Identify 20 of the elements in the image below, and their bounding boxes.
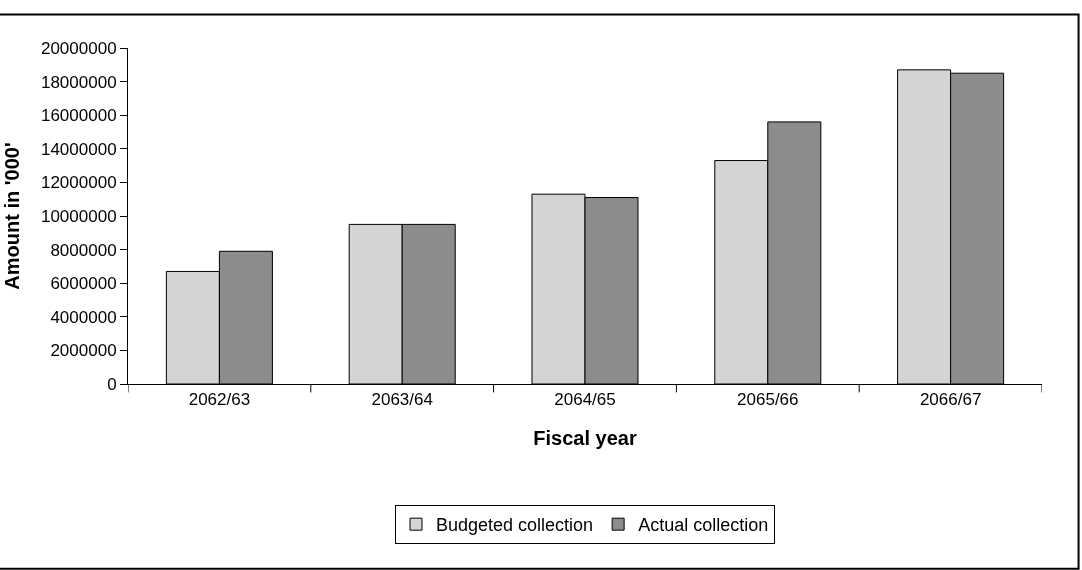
y-tick-label: 14000000 xyxy=(40,139,117,159)
x-tick-label: 2066/67 xyxy=(919,390,982,410)
y-tick-label: 2000000 xyxy=(50,341,117,361)
y-tick-label: 8000000 xyxy=(50,240,117,260)
x-axis-title: Fiscal year xyxy=(533,426,637,449)
y-tick-label: 20000000 xyxy=(40,38,117,58)
y-tick-label: 18000000 xyxy=(40,72,117,92)
y-tick-label: 0 xyxy=(107,374,117,394)
x-tick-label: 2063/64 xyxy=(371,390,433,410)
y-tick-label: 12000000 xyxy=(40,173,117,193)
y-tick-label: 6000000 xyxy=(50,274,117,294)
x-tick-label: 2065/66 xyxy=(737,390,799,410)
legend-label: Budgeted collection xyxy=(436,515,594,536)
x-tick-label: 2062/63 xyxy=(188,390,251,410)
y-tick-label: 16000000 xyxy=(40,106,117,126)
legend-label: Actual collection xyxy=(638,515,769,536)
y-tick-label: 10000000 xyxy=(40,206,117,226)
y-axis-title: Amount in '000' xyxy=(1,142,24,290)
y-tick-label: 4000000 xyxy=(50,307,117,327)
x-tick-label: 2064/65 xyxy=(554,390,616,410)
